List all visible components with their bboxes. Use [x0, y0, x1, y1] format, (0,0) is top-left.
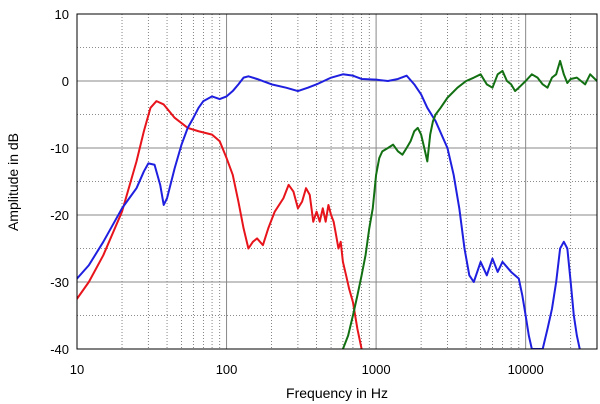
grid [77, 14, 597, 349]
y-axis-label: Amplitude in dB [5, 133, 21, 231]
series-layer [77, 59, 597, 349]
y-tick-label: -20 [50, 208, 69, 223]
x-tick-label: 1000 [362, 362, 391, 377]
series-line-1 [77, 100, 363, 349]
y-tick-label: -40 [50, 342, 69, 357]
x-tick-label: 10000 [508, 362, 544, 377]
plot-area [77, 14, 597, 349]
y-tick-label: 0 [62, 74, 69, 89]
plot-frame [76, 13, 598, 350]
x-tick-label: 10 [70, 362, 84, 377]
y-tick-label: 10 [55, 7, 69, 22]
y-tick-label: -30 [50, 275, 69, 290]
series-line-2 [77, 73, 581, 349]
x-tick-label: 100 [216, 362, 238, 377]
y-tick-label: -10 [50, 141, 69, 156]
x-axis-label: Frequency in Hz [286, 385, 388, 401]
series-line-3 [341, 59, 597, 349]
